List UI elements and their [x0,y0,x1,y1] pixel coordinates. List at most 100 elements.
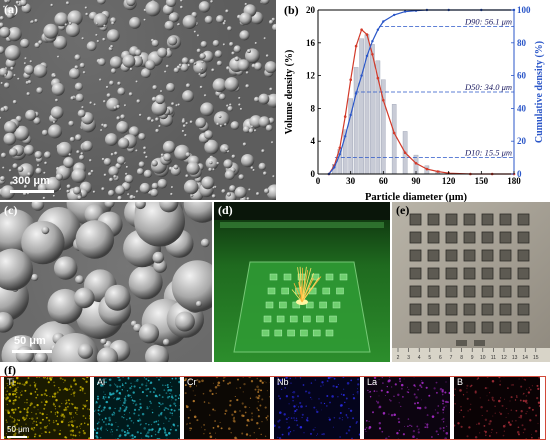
eds-signal-dot [7,426,10,429]
powder-particle [199,53,206,60]
powder-particle [166,0,177,8]
eds-signal-dot [295,417,298,419]
powder-particle [263,37,266,40]
eds-signal-dot [231,413,234,416]
eds-signal-dot [269,382,270,383]
printed-sample [445,267,458,280]
powder-particle [93,103,97,106]
scale-label-c: 50 μm [14,335,46,347]
eds-signal-dot [116,389,119,392]
powder-particle [238,96,241,100]
powder-particle [3,120,17,134]
eds-signal-dot [236,387,238,389]
eds-signal-dot [13,400,15,402]
eds-signal-dot [5,398,8,401]
eds-signal-dot [33,435,36,438]
eds-signal-dot [13,389,17,393]
eds-signal-dot [76,409,78,412]
eds-signal-dot [68,421,70,424]
eds-signal-dot [11,430,13,432]
powder-particle [53,35,68,50]
scale-label-f: 50 μm [7,425,30,434]
eds-signal-dot [27,439,30,440]
eds-signal-dot [468,426,471,429]
powder-particle [138,161,145,168]
powder-particle [229,42,234,47]
spark [301,267,312,303]
eds-signal-dot [332,426,334,428]
eds-signal-dot [425,386,428,389]
eds-signal-dot [259,379,262,383]
eds-signal-dot [519,399,522,402]
eds-signal-dot [483,430,486,433]
eds-signal-dot [296,395,300,398]
eds-signal-dot [369,390,372,393]
powder-particle [111,21,115,25]
volume-density-point [354,44,358,48]
powder-particle [210,0,214,4]
eds-signal-dot [105,417,107,420]
eds-signal-dot [515,395,518,397]
printed-sample [427,285,440,298]
eds-signal-dot [419,384,422,387]
eds-signal-dot [87,408,89,410]
eds-signal-dot [306,419,309,422]
powder-particle [23,62,27,65]
eds-signal-dot [146,395,148,397]
powder-particle [69,68,81,80]
eds-signal-dot [9,415,12,418]
cumulative-point [393,13,396,17]
eds-signal-dot [45,376,47,378]
eds-signal-dot [164,429,167,432]
powder-particle [167,36,178,46]
eds-signal-dot [23,383,26,386]
eds-signal-dot [174,394,177,397]
eds-signal-dot [96,427,99,430]
powder-particle [0,176,6,182]
eds-signal-dot [20,425,22,428]
eds-signal-dot [99,427,103,430]
eds-signal-dot [64,406,67,409]
powder-particle [75,220,115,259]
eds-signal-dot [194,394,196,396]
eds-signal-dot [291,391,293,393]
eds-signal-dot [274,424,276,427]
eds-signal-dot [114,383,116,385]
eds-signal-dot [487,387,489,389]
eds-signal-dot [113,414,115,416]
powder-particle [13,74,16,77]
powder-particle [166,82,175,92]
eds-signal-dot [510,384,512,386]
eds-signal-dot [253,432,255,434]
eds-signal-dot [385,437,388,440]
eds-signal-dot [43,425,47,429]
powder-particle [47,288,83,325]
eds-signal-dot [6,433,7,435]
eds-signal-dot [18,419,20,422]
eds-signal-dot [454,394,456,396]
eds-signal-dot [499,412,503,416]
eds-signal-dot [16,429,18,431]
eds-signal-dot [12,428,14,430]
eds-signal-dot [445,425,448,428]
powder-particle [68,120,74,127]
eds-signal-dot [75,407,79,410]
powder-particle [155,117,159,122]
eds-signal-dot [74,412,77,414]
powder-particle [234,186,247,199]
eds-signal-dot [108,419,111,422]
printed-sample [499,303,512,316]
eds-signal-dot [164,384,166,386]
eds-signal-dot [31,411,33,413]
eds-signal-dot [55,376,57,377]
eds-signal-dot [228,427,231,430]
eds-signal-dot [356,391,358,393]
eds-signal-dot [220,427,223,430]
x-tick-label: 30 [346,176,356,186]
eds-signal-dot [119,399,121,401]
eds-signal-dot [8,399,12,403]
eds-signal-dot [118,397,121,399]
powder-particle [219,93,226,101]
eds-dots-al [94,376,180,440]
eds-signal-dot [293,417,295,419]
